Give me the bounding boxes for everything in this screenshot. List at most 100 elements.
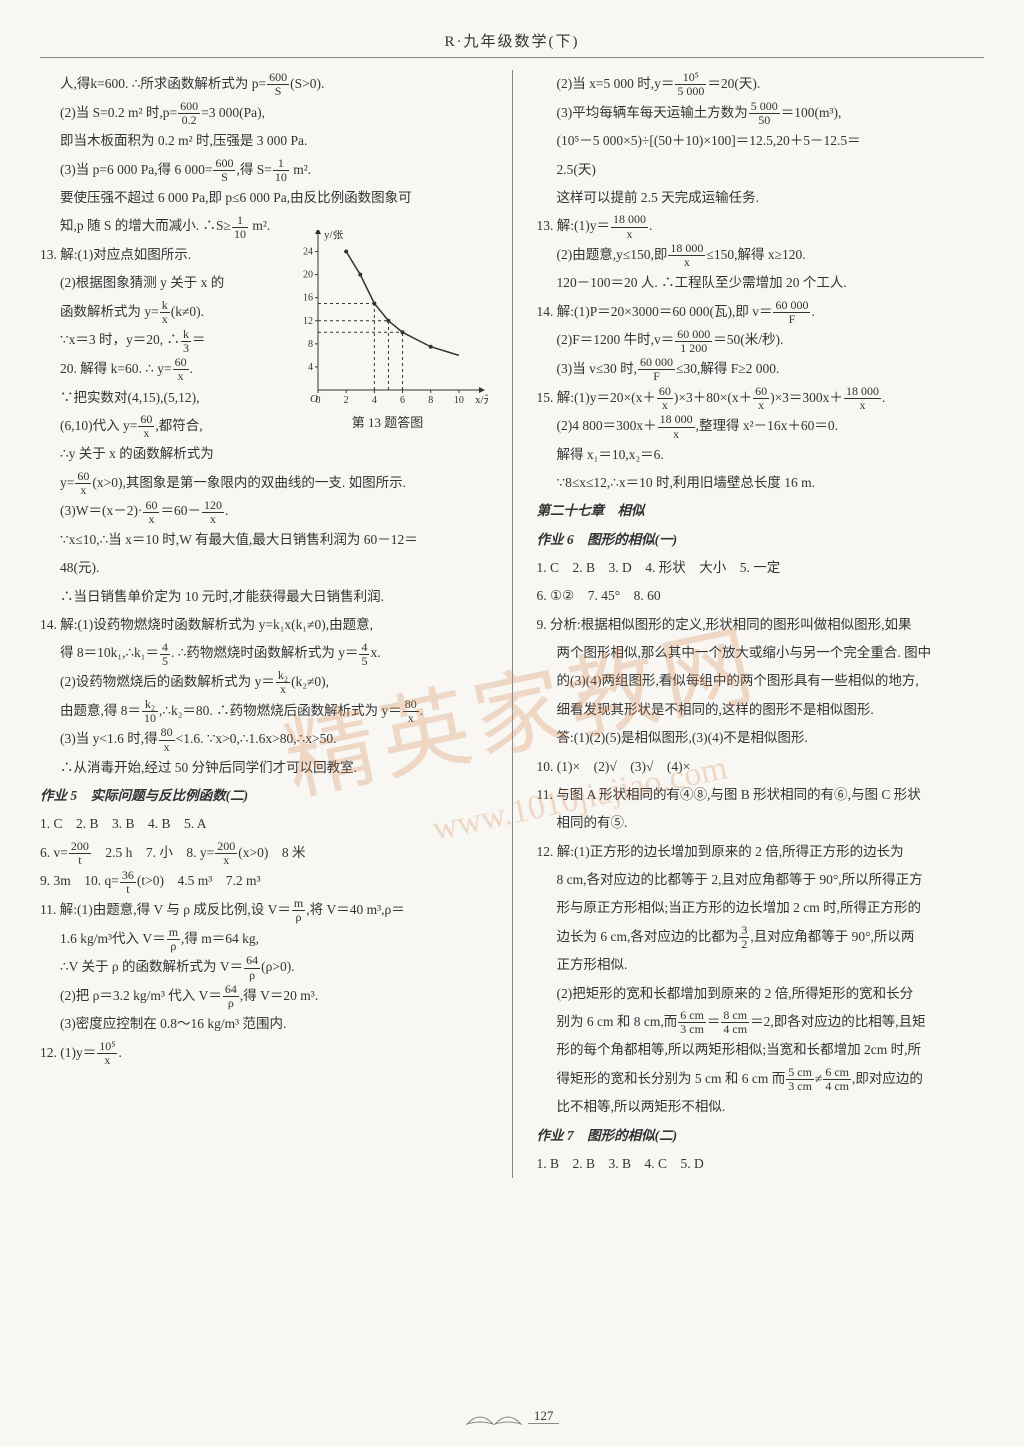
text: 15. 解:(1)y＝20×(x＋ [537,390,656,405]
text-line: 9. 3m 10. q=36t(t>0) 4.5 m³ 7.2 m³ [40,867,488,896]
text-line: (3)当 v≤30 时,60 000F≤30,解得 F≥2 000. [537,355,985,384]
text-line: 11. 与图 A 形状相同的有④⑧,与图 B 形状相同的有⑥,与图 C 形状 [537,781,985,809]
text: <1.6. ∵x>0,∴1.6x>80,∴x>50. [176,731,337,746]
text-line: 别为 6 cm 和 8 cm,而6 cm3 cm＝8 cm4 cm＝2,即各对应… [537,1008,985,1037]
text: )×3＝300x＋ [770,390,843,405]
text: 14. 解:(1)P＝20×3000＝60 000(瓦),即 v＝ [537,304,773,319]
svg-text:8: 8 [308,339,313,350]
text-line: 边长为 6 cm,各对应边的比都为32,且对应角都等于 90°,所以两 [537,923,985,952]
text-line: 6. v=200t 2.5 h 7. 小 8. y=200x(x>0) 8 米 [40,839,488,868]
fraction: mρ [292,897,305,924]
text: (t>0) 4.5 m³ 7.2 m³ [137,873,261,888]
text: (2)设药物燃烧后的函数解析式为 y＝ [60,674,275,689]
text-line: ∴V 关于 ρ 的函数解析式为 V＝64ρ(ρ>0). [40,953,488,982]
svg-text:2: 2 [343,395,348,406]
fraction: 200x [215,840,237,867]
text: 函数解析式为 y= [60,304,159,319]
text: ≤150,解得 x≥120. [706,247,805,262]
text: (3)当 v≤30 时, [557,361,638,376]
text-line: 12. (1)y＝10⁵x. [40,1039,488,1068]
text-line: 解得 x₁＝10,x₂＝6. [537,441,985,469]
fraction: 80x [159,726,175,753]
text: (ρ>0). [261,959,294,974]
text-line: 15. 解:(1)y＝20×(x＋60x)×3＋80×(x＋60x)×3＝300… [537,384,985,413]
text-line: 1. C 2. B 3. D 4. 形状 大小 5. 一定 [537,554,985,582]
section-title: 作业 6 图形的相似(一) [537,526,985,554]
text: (S>0). [290,76,324,91]
text: (2)当 x=5 000 时,y＝ [557,76,675,91]
text: (2)F＝1200 牛时,v＝ [557,332,675,347]
text: )×3＋80×(x＋ [674,390,752,405]
text: ＝ [707,1014,721,1029]
text-line: 两个图形相似,那么其中一个放大或缩小与另一个完全重合. 图中 [537,639,985,667]
text: . [420,703,423,718]
text: (2)4 800＝300x＋ [557,418,657,433]
text: 11. 解:(1)由题意,得 V 与 ρ 成反比例,设 V＝ [40,902,291,917]
text: ,将 V＝40 m³,ρ＝ [306,902,405,917]
text-line: 得 8＝10k₁,∴k₁＝45. ∴药物燃烧时函数解析式为 y＝45x. [40,639,488,668]
fraction: 6000.2 [178,100,200,127]
text-line: ∵8≤x≤12,∴x＝10 时,利用旧墙壁总长度 16 m. [537,469,985,497]
text: ∵x＝3 时，y＝20, ∴ [60,332,180,347]
text: ,即对应边的 [852,1071,923,1086]
fraction: 32 [739,924,749,951]
text-line: 10. (1)× (2)√ (3)√ (4)× [537,753,985,781]
text-line: 的(3)(4)两组图形,看似每组中的两个图形具有一些相似的地方, [537,667,985,695]
text: ＝ [192,332,206,347]
text-line: 6. ①② 7. 45° 8. 60 [537,582,985,610]
text: 知,p 随 S 的增大而减小. ∴S≥ [60,218,231,233]
text: ≠ [815,1071,822,1086]
svg-text:24: 24 [303,247,313,258]
text: . [811,304,814,319]
fraction: 6 cm4 cm [823,1066,851,1093]
text-line: 形与原正方形相似;当正方形的边长增加 2 cm 时,所得正方形的 [537,894,985,922]
section-title: 作业 5 实际问题与反比例函数(二) [40,782,488,810]
text: . [190,361,193,376]
fraction: 8 cm4 cm [721,1009,749,1036]
text-line: ∴从消毒开始,经过 50 分钟后同学们才可以回教室. [40,754,488,782]
svg-text:20: 20 [303,270,313,281]
svg-text:y/张: y/张 [324,230,344,241]
text: ＝2,即各对应边的比相等,且矩 [750,1014,926,1029]
text: ＝50(米/秒). [713,332,783,347]
text: (2)当 S=0.2 m² 时,p= [60,105,177,120]
fraction: 5 cm3 cm [786,1066,814,1093]
text-line: (2)由题意,y≤150,即18 000x≤150,解得 x≥120. [537,241,985,270]
fraction: 18 000x [668,242,705,269]
text-line: (10⁵－5 000×5)÷[(50＋10)×100]＝12.5,20＋5－12… [537,127,985,155]
text: 边长为 6 cm,各对应边的比都为 [557,929,739,944]
columns: 人,得k=600. ∴所求函数解析式为 p=600S(S>0). (2)当 S=… [40,70,984,1178]
text: ≤30,解得 F≥2 000. [676,361,779,376]
fraction: 45 [160,641,170,668]
text-line: 14. 解:(1)设药物燃烧时函数解析式为 y=k₁x(k₁≠0),由题意, [40,611,488,639]
text-line: (3)当 y<1.6 时,得80x<1.6. ∵x>0,∴1.6x>80,∴x>… [40,725,488,754]
text: (3)平均每辆车每天运输土方数为 [557,105,748,120]
text: 6. v= [40,845,68,860]
fraction: 36t [120,869,136,896]
text: ,∴k₂＝80. ∴药物燃烧后函数解析式为 y＝ [159,703,402,718]
fraction: k₂x [276,669,290,696]
text-line: (2)当 S=0.2 m² 时,p=6000.2=3 000(Pa), [40,99,488,128]
text: ,都符合, [155,418,202,433]
text-line: (3)平均每辆车每天运输土方数为5 00050＝100(m³), [537,99,985,128]
text-line: 由题意,得 8＝k₂10,∴k₂＝80. ∴药物燃烧后函数解析式为 y＝80x. [40,697,488,726]
fraction: 64ρ [244,954,260,981]
fraction: 45 [359,641,369,668]
book-icon [465,1406,525,1428]
text: (x>0) 8 米 [238,845,305,860]
text-line: (2)F＝1200 牛时,v＝60 0001 200＝50(米/秒). [537,326,985,355]
text: x. [370,645,380,660]
text: 1.6 kg/m³代入 V＝ [60,931,166,946]
fraction: 60x [657,385,673,412]
text: 人,得k=600. ∴所求函数解析式为 p= [60,76,266,91]
svg-text:12: 12 [303,316,313,327]
text-line: (3)W＝(x－2)·60x＝60－120x. [40,497,488,526]
text-line: ∴y 关于 x 的函数解析式为 [40,440,488,468]
text: 由题意,得 8＝ [60,703,141,718]
text-line: 8 cm,各对应边的比都等于 2,且对应角都等于 90°,所以所得正方 [537,866,985,894]
fraction: 18 000x [844,385,881,412]
chart-svg: 02468104812162024Ox/元y/张 [288,230,488,410]
text-line: (3)当 p=6 000 Pa,得 6 000=600S,得 S=110 m². [40,156,488,185]
text-line: 比不相等,所以两矩形不相似. [537,1093,985,1121]
text-line: 细看发现其形状是不相同的,这样的图形不是相似图形. [537,696,985,724]
